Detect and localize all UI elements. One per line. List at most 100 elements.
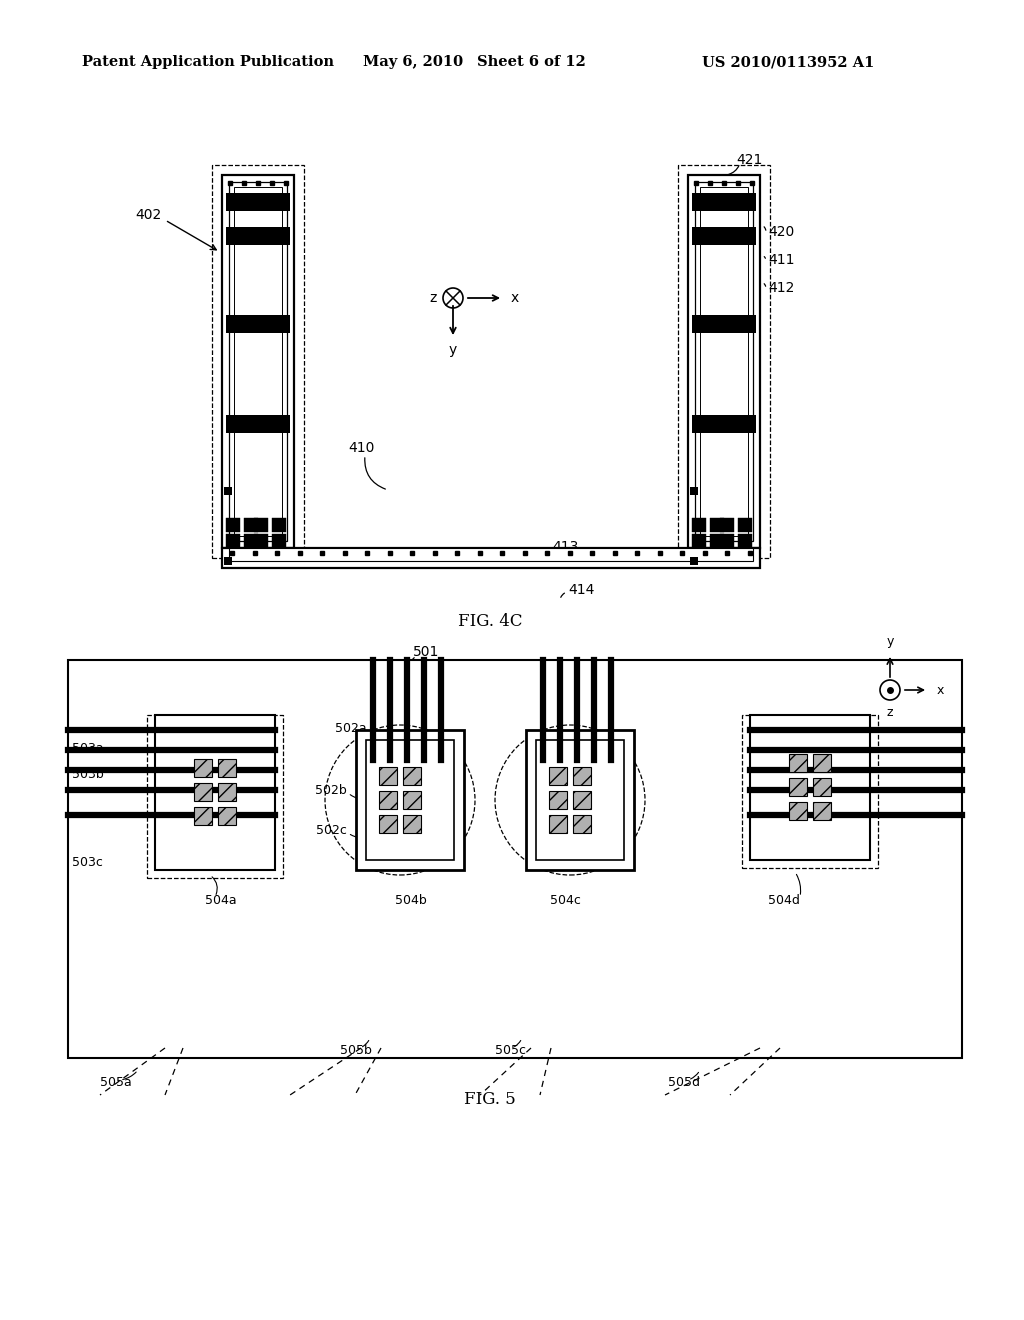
Bar [194,783,212,801]
Bar [403,767,421,785]
Bar [244,517,258,532]
Bar [573,767,591,785]
Text: FIG. 4C: FIG. 4C [458,614,522,631]
Bar [155,715,275,870]
Bar [356,730,464,870]
Bar [224,557,232,565]
Bar [573,814,591,833]
Bar [742,715,878,869]
Text: Patent Application Publication: Patent Application Publication [82,55,334,69]
Text: 410: 410 [348,441,375,455]
Text: z: z [887,705,893,718]
Bar [272,517,286,532]
Bar [573,791,591,809]
Bar [254,517,268,532]
Bar [813,754,831,772]
Text: 505b: 505b [340,1044,372,1056]
Bar [218,807,236,825]
Text: y: y [449,343,457,356]
Bar [218,759,236,777]
Bar [194,807,212,825]
Bar [720,535,734,548]
Bar [403,814,421,833]
Bar [692,517,706,532]
Text: FIG. 5: FIG. 5 [464,1092,516,1109]
Bar [379,814,397,833]
Bar [710,517,724,532]
Text: US 2010/0113952 A1: US 2010/0113952 A1 [702,55,874,69]
Text: May 6, 2010: May 6, 2010 [362,55,463,69]
Bar [366,741,454,861]
Bar [226,227,290,246]
Text: 504c: 504c [550,894,581,907]
Bar [549,814,567,833]
Bar [695,182,753,541]
Bar [690,487,698,495]
Bar [549,791,567,809]
Text: 504b: 504b [395,894,427,907]
Text: 502b: 502b [315,784,347,796]
Bar [147,715,283,878]
Bar [692,535,706,548]
Bar [678,165,770,558]
Bar [710,535,724,548]
Bar [224,487,232,495]
Bar [222,548,760,568]
Text: 502c: 502c [316,824,347,837]
Bar [738,517,752,532]
Text: 505c: 505c [495,1044,526,1056]
Bar [226,414,290,433]
Text: 421: 421 [736,153,763,168]
Bar [226,193,290,211]
Bar [536,741,624,861]
Bar [813,777,831,796]
Text: y: y [887,635,894,648]
Text: x: x [511,290,519,305]
Bar [226,315,290,333]
Text: 412: 412 [768,281,795,294]
Bar [218,783,236,801]
Bar [229,182,287,541]
Text: 413: 413 [552,540,579,554]
Bar [379,767,397,785]
Bar [688,176,760,548]
Text: 504a: 504a [205,894,237,907]
Text: 501: 501 [413,645,439,659]
Bar [222,176,294,548]
Text: 503b: 503b [72,768,103,781]
Bar [813,803,831,820]
Bar [549,767,567,785]
Text: 502a: 502a [336,722,367,734]
Bar [403,791,421,809]
Bar [526,730,634,870]
Text: 505d: 505d [668,1076,700,1089]
Bar [226,535,240,548]
Bar [700,187,748,536]
Text: 411: 411 [768,253,795,267]
Bar [738,535,752,548]
Bar [226,517,240,532]
Bar [690,557,698,565]
Bar [692,315,756,333]
Text: z: z [429,290,436,305]
Bar [229,548,753,561]
Bar [272,535,286,548]
Text: Sheet 6 of 12: Sheet 6 of 12 [477,55,586,69]
Bar [720,517,734,532]
Bar [379,791,397,809]
Bar [790,754,807,772]
Bar [68,660,962,1059]
Bar [194,759,212,777]
Text: x: x [936,684,944,697]
Text: 505a: 505a [100,1076,132,1089]
Text: 503a: 503a [72,742,103,755]
Bar [692,414,756,433]
Bar [244,535,258,548]
Text: 420: 420 [768,224,795,239]
Bar [692,193,756,211]
Text: 504d: 504d [768,894,800,907]
Bar [790,803,807,820]
Bar [234,187,282,536]
Bar [750,715,870,861]
Bar [692,227,756,246]
